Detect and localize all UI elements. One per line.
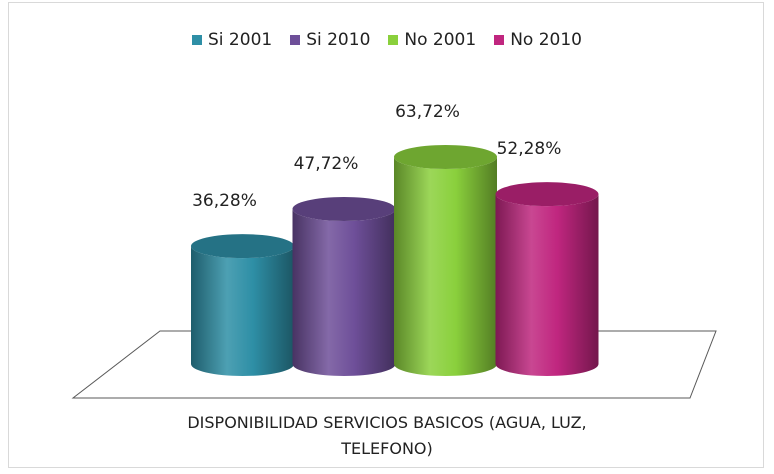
bar-cap-no-2001 [394,145,497,169]
legend-swatch-no-2001 [388,35,399,45]
legend-item-no-2010: No 2010 [494,30,582,50]
legend-label-si-2001: Si 2001 [208,30,273,50]
legend-swatch-si-2010 [290,35,301,45]
legend-label-si-2010: Si 2010 [306,30,371,50]
data-label-si-2001: 36,28% [192,191,257,211]
legend-swatch-si-2001 [192,35,203,45]
legend-label-no-2001: No 2001 [404,30,477,50]
x-axis-label-line-1: DISPONIBILIDAD SERVICIOS BASICOS (AGUA, … [187,413,587,432]
bar-cap-si-2010 [292,196,396,221]
x-axis-label-line-2: TELEFONO) [341,439,433,458]
data-label-si-2010: 47,72% [294,154,359,174]
bar-si-2010 [292,208,396,376]
legend-item-no-2001: No 2001 [388,30,476,50]
bar-no-2010 [495,194,599,376]
data-label-no-2010: 52,28% [497,139,562,159]
legend-item-si-2010: Si 2010 [290,30,370,50]
legend-swatch-no-2010 [494,35,505,45]
data-label-no-2001: 63,72% [395,102,460,122]
legend-item-si-2001: Si 2001 [192,30,272,50]
chart-legend: Si 2001 Si 2010 No 2001 No 2010 [0,30,774,50]
bar-si-2001 [191,246,294,376]
legend-label-no-2010: No 2010 [510,30,582,50]
chart-frame [8,2,764,468]
bar-cap-no-2010 [495,182,599,207]
bar-no-2001 [394,157,497,376]
bar-cap-si-2001 [191,234,294,259]
x-axis-label: DISPONIBILIDAD SERVICIOS BASICOS (AGUA, … [0,410,774,462]
